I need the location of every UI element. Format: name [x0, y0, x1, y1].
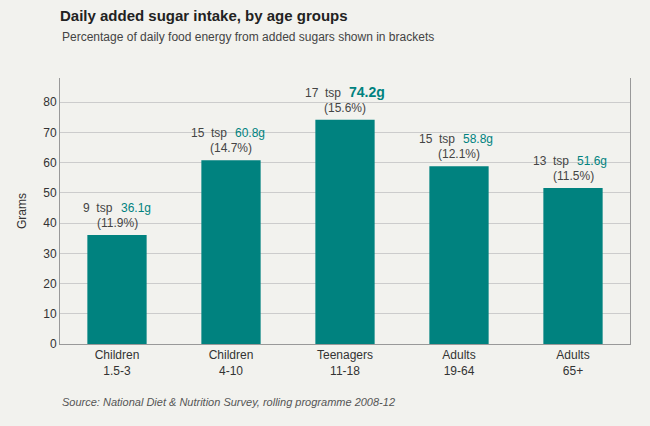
svg-text:20: 20: [43, 277, 57, 291]
svg-text:Adults19-64: Adults19-64: [442, 348, 475, 378]
svg-text:(11.5%): (11.5%): [553, 169, 594, 183]
svg-text:Grams: Grams: [15, 193, 29, 229]
svg-text:70: 70: [43, 126, 57, 140]
svg-text:Teenagers11-18: Teenagers11-18: [317, 348, 373, 378]
svg-text:58.8g: 58.8g: [463, 132, 493, 146]
svg-text:80: 80: [43, 95, 57, 109]
svg-text:15 tsp: 15 tsp: [191, 126, 227, 140]
svg-text:30: 30: [43, 247, 57, 261]
svg-text:10: 10: [43, 307, 57, 321]
svg-text:Daily added sugar intake, by a: Daily added sugar intake, by age groups: [60, 7, 348, 24]
svg-text:Source: National Diet & Nutrit: Source: National Diet & Nutrition Survey…: [62, 396, 395, 408]
svg-text:0: 0: [50, 337, 57, 351]
svg-text:13 tsp: 13 tsp: [533, 154, 569, 168]
svg-text:51.6g: 51.6g: [577, 154, 607, 168]
svg-text:(12.1%): (12.1%): [438, 147, 480, 161]
svg-text:9 tsp: 9 tsp: [83, 201, 113, 215]
svg-text:50: 50: [43, 186, 57, 200]
svg-text:40: 40: [43, 216, 57, 230]
svg-text:Adults65+: Adults65+: [556, 348, 589, 378]
svg-text:Children1.5-3: Children1.5-3: [95, 348, 140, 378]
svg-text:36.1g: 36.1g: [121, 201, 151, 215]
svg-text:Children4-10: Children4-10: [209, 348, 254, 378]
svg-text:Percentage of daily food energ: Percentage of daily food energy from add…: [62, 30, 434, 44]
svg-text:(15.6%): (15.6%): [324, 101, 366, 115]
svg-text:(14.7%): (14.7%): [210, 141, 252, 155]
svg-text:60.8g: 60.8g: [235, 126, 265, 140]
svg-text:74.2g: 74.2g: [349, 84, 385, 100]
svg-text:15 tsp: 15 tsp: [419, 132, 455, 146]
svg-text:17 tsp: 17 tsp: [305, 86, 341, 100]
svg-text:(11.9%): (11.9%): [97, 216, 138, 230]
svg-text:60: 60: [43, 156, 57, 170]
